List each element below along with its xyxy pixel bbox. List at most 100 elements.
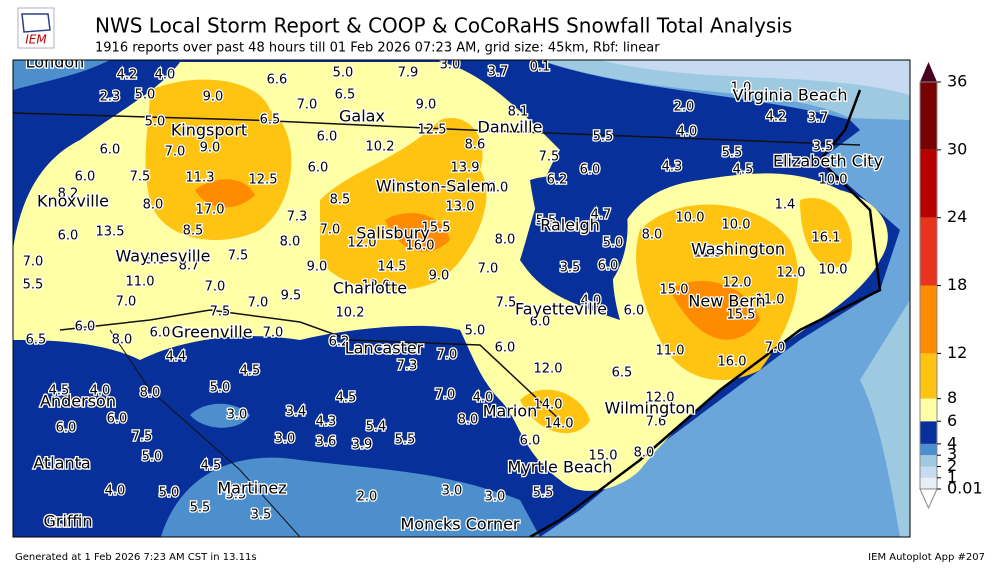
station-value: 9.0: [307, 260, 328, 275]
station-value: 4.0: [90, 384, 111, 399]
footer-left: Generated at 1 Feb 2026 7:23 AM CST in 1…: [15, 552, 257, 563]
colorbar-tick-label: 30: [947, 139, 967, 158]
city-label: Raleigh: [540, 216, 600, 235]
station-value: 10.0: [722, 218, 751, 233]
map: 4.2 4.0 2.3 5.0 9.0 6.6 7.0 5.0 6.5 7.9 3.0 3.7 0.1 9…: [13, 60, 910, 537]
station-value: 5.5: [722, 146, 743, 161]
city-label: Martinez: [217, 479, 286, 498]
station-value: 6.0: [58, 229, 79, 244]
colorbar-tick-label: 2: [947, 456, 957, 475]
station-value: 8.2: [58, 187, 79, 202]
station-value: 13.5: [96, 225, 125, 240]
city-label: Moncks Corner: [400, 515, 519, 534]
station-value: 4.5: [336, 391, 357, 406]
station-value: 3.0: [485, 490, 506, 505]
contour-band: [530, 176, 628, 305]
labels: 4.2 4.0 2.3 5.0 9.0 6.6 7.0 5.0 6.5 7.9 3.0 3.7 0.1 9…: [21, 60, 884, 535]
station-value: 5.5: [395, 433, 416, 448]
station-value: 7.0: [435, 388, 456, 403]
city-label: Elizabeth City: [773, 152, 883, 171]
station-value: 4.2: [766, 110, 787, 125]
station-value: 5.0: [135, 88, 156, 103]
station-value: 6.2: [329, 335, 350, 350]
colorbar-bin: [920, 149, 937, 218]
station-value: 5.5: [23, 278, 44, 293]
station-value: 3.0: [275, 432, 296, 447]
station-value: 7.9: [398, 66, 419, 81]
city-label: Marion: [483, 402, 538, 421]
colorbar-tick-label: 1: [947, 467, 957, 486]
station-value: 1.0: [731, 81, 752, 96]
state-border: [59, 309, 561, 421]
station-value: 4.7: [591, 208, 612, 223]
contour-band: [385, 212, 450, 252]
station-value: 7.6: [646, 415, 667, 430]
station-value: 6.0: [580, 163, 601, 178]
city-label: Atlanta: [33, 454, 90, 473]
station-value: 5.0: [603, 236, 624, 251]
station-value: 4.5: [733, 163, 754, 178]
station-value: 3.9: [352, 438, 373, 453]
city-label: Myrtle Beach: [507, 458, 612, 477]
station-value: 17.0: [196, 203, 225, 218]
station-value: 7.0: [205, 280, 226, 295]
city-label: Fayetteville: [515, 300, 607, 319]
station-value: 4.5: [201, 459, 222, 474]
station-value: 3.5: [813, 140, 834, 155]
station-value: 5.0: [159, 486, 180, 501]
station-value: 0.1: [530, 60, 551, 75]
contour-band: [190, 403, 250, 428]
station-value: 4.0: [155, 68, 176, 83]
station-value: 10.0: [819, 263, 848, 278]
station-value: 7.0: [116, 295, 137, 310]
station-value: 5.5: [226, 488, 247, 503]
station-value: 1.4: [775, 198, 796, 213]
station-value: 8.0: [280, 235, 301, 250]
colorbar-bin: [920, 477, 937, 489]
colorbar-tick-label: 3: [947, 445, 957, 464]
station-value: 16.0: [406, 239, 435, 254]
station-value: 10.0: [819, 173, 848, 188]
station-value: 6.0: [624, 304, 645, 319]
station-value: 7.0: [165, 145, 186, 160]
station-value: 4.4: [166, 350, 187, 365]
station-value: 8.0: [495, 233, 516, 248]
station-value: 11.0: [656, 344, 685, 359]
footer-right: IEM Autoplot App #207: [868, 552, 985, 563]
city-label: Virginia Beach: [733, 86, 848, 105]
colorbar-bin: [920, 466, 937, 478]
station-value: 4.0: [473, 391, 494, 406]
station-value: 12.0: [348, 236, 377, 251]
station-value: 6.0: [75, 170, 96, 185]
station-value: 6.5: [612, 366, 633, 381]
station-value: 3.0: [442, 484, 463, 499]
station-value: 4.3: [662, 160, 683, 175]
station-value: 9.5: [281, 289, 302, 304]
station-value: 10.0: [676, 211, 705, 226]
station-value: 8.0: [143, 198, 164, 213]
colorbar-bin: [920, 398, 937, 422]
colorbar-tick-label: 24: [947, 207, 967, 226]
station-value: 4.2: [117, 68, 138, 83]
station-value: 9.0: [203, 90, 224, 105]
station-value: 16.1: [812, 231, 841, 246]
station-value: 6.0: [75, 320, 96, 335]
colorbar-bin: [920, 353, 937, 399]
station-value: 7.0: [263, 326, 284, 341]
station-value: 6.0: [107, 412, 128, 427]
city-label: New Bern: [688, 292, 765, 311]
city-label: Greenville: [171, 323, 252, 342]
station-value: 7.3: [287, 210, 308, 225]
map-frame: [12, 59, 911, 538]
station-value: 8.0: [458, 413, 479, 428]
station-value: 12.0: [362, 279, 391, 294]
station-value: 5.5: [536, 214, 557, 229]
city-label: Lancaster: [345, 339, 424, 358]
station-value: 5.0: [145, 115, 166, 130]
station-value: 6.0: [308, 161, 329, 176]
station-value: 8.0: [634, 446, 655, 461]
station-value: 11.0: [126, 275, 155, 290]
station-value: 7.0: [23, 255, 44, 270]
station-value: 6.0: [495, 341, 516, 356]
